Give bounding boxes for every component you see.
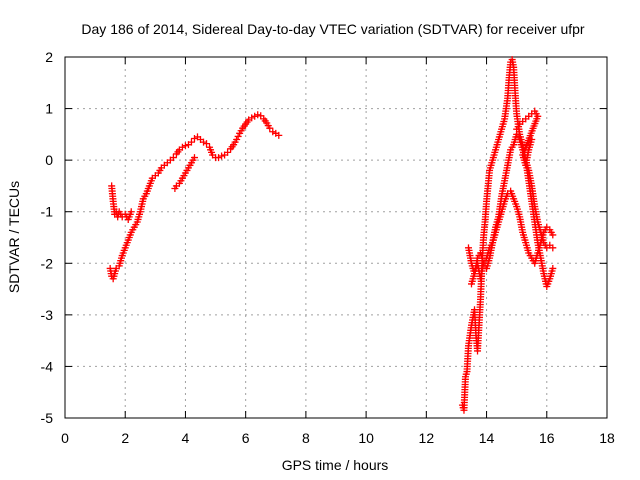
plot-border (64, 56, 608, 419)
y-tick-label: 1 (45, 101, 53, 117)
data-point (257, 112, 265, 120)
series-group (468, 187, 557, 288)
data-point (248, 114, 256, 122)
x-tick-label: 18 (599, 430, 615, 446)
series-group (458, 56, 557, 414)
y-tick-label: -2 (41, 255, 54, 271)
data-point (549, 231, 557, 239)
data-point (549, 264, 557, 272)
data-point (178, 143, 186, 151)
series-group (513, 107, 542, 169)
y-tick-label: -1 (41, 204, 54, 220)
y-tick-label: 2 (45, 49, 53, 65)
data-point (190, 134, 198, 142)
x-tick-label: 6 (242, 430, 250, 446)
x-tick-label: 0 (61, 430, 69, 446)
x-tick-label: 16 (539, 430, 555, 446)
y-tick-label: -5 (41, 410, 54, 426)
x-tick-label: 10 (358, 430, 374, 446)
data-point (528, 136, 536, 144)
grid (65, 57, 607, 418)
data-point (215, 154, 223, 162)
series-group (171, 154, 198, 193)
data-point (549, 244, 557, 252)
y-axis-label: SDTVAR / TECUs (6, 181, 22, 293)
data-point (187, 138, 195, 146)
data-point (200, 138, 208, 146)
x-tick-label: 2 (121, 430, 129, 446)
data-point (275, 131, 283, 139)
x-axis-label: GPS time / hours (282, 457, 389, 473)
plot-frame (64, 56, 608, 419)
data-points (106, 56, 557, 414)
data-point (251, 112, 259, 120)
data-point (254, 111, 262, 119)
data-point (224, 148, 232, 156)
data-point (233, 136, 241, 144)
x-tick-label: 12 (419, 430, 435, 446)
chart-title: Day 186 of 2014, Sidereal Day-to-day VTE… (81, 21, 585, 37)
x-tick-label: 4 (182, 430, 190, 446)
data-point (203, 140, 211, 148)
data-point (181, 142, 189, 150)
data-point (218, 152, 226, 160)
series-group (106, 111, 283, 283)
data-point (127, 208, 135, 216)
y-tick-label: 0 (45, 152, 53, 168)
ticks (64, 56, 608, 419)
x-tick-label: 8 (302, 430, 310, 446)
data-point (169, 154, 177, 162)
data-point (234, 132, 242, 140)
data-point (190, 154, 198, 162)
series-group (108, 182, 135, 223)
x-tick-label: 14 (479, 430, 495, 446)
y-tick-label: -3 (41, 307, 54, 323)
y-tick-label: -4 (41, 358, 54, 374)
data-point (266, 124, 274, 132)
data-point (269, 128, 277, 136)
